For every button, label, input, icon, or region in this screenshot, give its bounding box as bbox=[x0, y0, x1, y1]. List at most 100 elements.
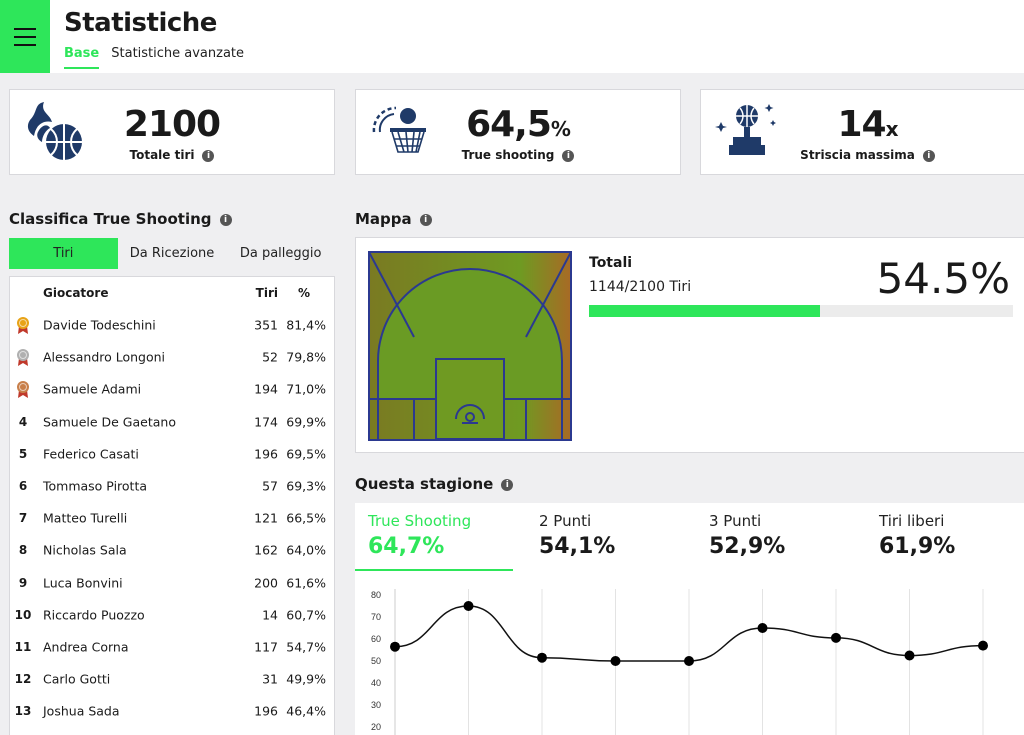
table-row[interactable]: 13 Joshua Sada 196 46,4% bbox=[10, 695, 334, 727]
player-percentage: 61,6% bbox=[286, 575, 326, 591]
player-percentage: 64,0% bbox=[286, 542, 326, 558]
rank-number: 7 bbox=[18, 511, 28, 526]
map-title: Mappa i bbox=[355, 210, 432, 228]
leaderboard-table: Giocatore Tiri % Davide Todeschini 351 81,… bbox=[9, 276, 335, 735]
info-icon[interactable]: i bbox=[419, 213, 432, 226]
data-point bbox=[537, 652, 547, 663]
y-tick-label: 30 bbox=[371, 700, 381, 710]
menu-button[interactable] bbox=[0, 0, 50, 73]
season-tab-2-punti[interactable]: 2 Punti 54,1% bbox=[526, 503, 684, 571]
season-tab-value: 61,9% bbox=[879, 534, 956, 559]
season-tab-3-punti[interactable]: 3 Punti 52,9% bbox=[696, 503, 854, 571]
season-tab-label: 2 Punti bbox=[539, 512, 592, 530]
tab-statistiche-avanzate[interactable]: Statistiche avanzate bbox=[111, 46, 245, 61]
player-percentage: 49,9% bbox=[286, 671, 326, 687]
hamburger-icon-line bbox=[14, 27, 36, 30]
rank-number: 11 bbox=[14, 639, 32, 654]
player-shots: 117 bbox=[254, 639, 278, 655]
totals-percentage: 54.5% bbox=[876, 254, 1010, 303]
column-header-tiri: Tiri bbox=[255, 286, 278, 300]
trophy-icon bbox=[715, 104, 776, 155]
medal-icon bbox=[10, 348, 36, 367]
season-tab-value: 64,7% bbox=[368, 534, 445, 559]
player-percentage: 46,4% bbox=[286, 703, 326, 719]
table-row[interactable]: 8 Nicholas Sala 162 64,0% bbox=[10, 534, 334, 566]
y-tick-label: 40 bbox=[371, 678, 381, 688]
tab-tiri[interactable]: Tiri bbox=[9, 238, 118, 269]
table-row[interactable]: 9 Luca Bonvini 200 61,6% bbox=[10, 567, 334, 599]
court-zone-paint bbox=[435, 358, 505, 440]
table-row[interactable]: Alessandro Longoni 52 79,8% bbox=[10, 341, 334, 373]
column-header-pct: % bbox=[297, 286, 311, 300]
season-tab-value: 52,9% bbox=[709, 534, 786, 559]
season-tab-value: 54,1% bbox=[539, 534, 616, 559]
player-shots: 200 bbox=[254, 575, 278, 591]
season-tab-true-shooting[interactable]: True Shooting 64,7% bbox=[355, 503, 513, 571]
season-title: Questa stagione i bbox=[355, 475, 514, 493]
player-name: Samuele De Gaetano bbox=[43, 414, 176, 430]
player-percentage: 81,4% bbox=[286, 317, 326, 333]
table-row[interactable]: 10 Riccardo Puozzo 14 60,7% bbox=[10, 599, 334, 631]
info-icon[interactable]: i bbox=[922, 149, 935, 162]
info-icon[interactable]: i bbox=[219, 213, 232, 226]
player-shots: 121 bbox=[254, 510, 278, 526]
player-name: Davide Todeschini bbox=[43, 317, 156, 333]
table-row[interactable]: 11 Andrea Corna 117 54,7% bbox=[10, 631, 334, 663]
player-shots: 52 bbox=[262, 349, 278, 365]
table-row[interactable]: Davide Todeschini 351 81,4% bbox=[10, 309, 334, 341]
table-row[interactable]: 12 Carlo Gotti 31 49,9% bbox=[10, 663, 334, 695]
totals-label: Totali bbox=[589, 255, 633, 271]
player-shots: 196 bbox=[254, 703, 278, 719]
leaderboard-tabs: Tiri Da Ricezione Da palleggio bbox=[9, 238, 335, 269]
rank-number: 10 bbox=[14, 607, 32, 622]
data-point bbox=[831, 632, 841, 643]
player-name: Federico Casati bbox=[43, 446, 139, 462]
stat-card-totale-tiri: 2100 Totale tiri i bbox=[9, 89, 335, 175]
player-name: Nicholas Sala bbox=[43, 542, 127, 558]
data-point bbox=[390, 641, 400, 652]
player-name: Carlo Gotti bbox=[43, 671, 111, 687]
table-row[interactable]: 7 Matteo Turelli 121 66,5% bbox=[10, 502, 334, 534]
table-row[interactable]: 6 Tommaso Pirotta 57 69,3% bbox=[10, 470, 334, 502]
tab-da-palleggio[interactable]: Da palleggio bbox=[239, 246, 322, 261]
info-icon[interactable]: i bbox=[562, 149, 575, 162]
player-percentage: 69,3% bbox=[286, 478, 326, 494]
y-tick-label: 80 bbox=[371, 590, 381, 600]
player-shots: 351 bbox=[254, 317, 278, 333]
stat-value: 2100 bbox=[123, 104, 221, 145]
table-row[interactable]: Samuele Adami 194 71,0% bbox=[10, 373, 334, 405]
season-tab-tiri-liberi[interactable]: Tiri liberi 61,9% bbox=[866, 503, 1024, 571]
hamburger-icon-line bbox=[14, 43, 36, 46]
season-tab-label: True Shooting bbox=[368, 512, 472, 530]
info-icon[interactable]: i bbox=[202, 149, 215, 162]
player-percentage: 60,7% bbox=[286, 607, 326, 623]
y-tick-label: 60 bbox=[371, 634, 381, 644]
court-map[interactable] bbox=[368, 251, 572, 441]
table-row[interactable]: 5 Federico Casati 196 69,5% bbox=[10, 438, 334, 470]
player-percentage: 69,5% bbox=[286, 446, 326, 462]
rank-number: 4 bbox=[18, 414, 28, 429]
rank-number: 6 bbox=[18, 479, 28, 494]
stat-label: Striscia massima i bbox=[701, 148, 1024, 162]
tab-base[interactable]: Base bbox=[64, 46, 100, 69]
player-name: Samuele Adami bbox=[43, 381, 142, 397]
y-tick-label: 70 bbox=[371, 612, 381, 622]
player-percentage: 54,7% bbox=[286, 639, 326, 655]
rank-number: 8 bbox=[18, 543, 28, 558]
season-card: True Shooting 64,7% 2 Punti 54,1% 3 Punt… bbox=[355, 503, 1024, 735]
data-point bbox=[757, 623, 768, 633]
info-icon[interactable]: i bbox=[501, 478, 514, 491]
page-title: Statistiche bbox=[64, 8, 217, 38]
medal-icon bbox=[10, 316, 36, 335]
medal-icon bbox=[10, 380, 36, 399]
tab-da-ricezione[interactable]: Da Ricezione bbox=[129, 246, 215, 261]
progress-bar bbox=[589, 305, 1013, 317]
table-row[interactable]: 4 Samuele De Gaetano 174 69,9% bbox=[10, 406, 334, 438]
column-header-giocatore: Giocatore bbox=[43, 286, 109, 300]
data-point bbox=[978, 640, 988, 651]
rank-number: 5 bbox=[18, 446, 28, 461]
table-body: Davide Todeschini 351 81,4% Alessandro Long… bbox=[10, 309, 334, 727]
player-name: Andrea Corna bbox=[43, 639, 129, 655]
player-shots: 14 bbox=[262, 607, 278, 623]
player-shots: 57 bbox=[262, 478, 278, 494]
